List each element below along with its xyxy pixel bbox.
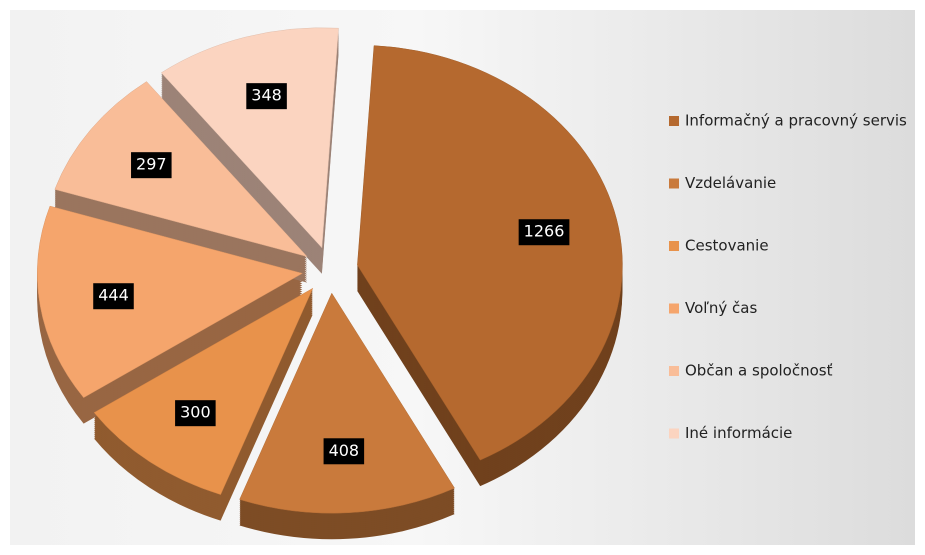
data-label-box (518, 219, 570, 246)
legend-swatch (669, 428, 679, 439)
pie: 1266 408 300 444 297 348 (37, 27, 623, 540)
slice (54, 81, 308, 258)
data-label-box (323, 438, 365, 465)
legend-swatch (669, 241, 679, 251)
slice (93, 287, 314, 495)
legend-label: Vzdelávanie (685, 174, 776, 192)
data-label: 297 (136, 155, 167, 174)
legend-swatch (669, 116, 679, 126)
legend-label: Informačný a pracovný servis (685, 112, 907, 130)
data-label-box (175, 400, 216, 427)
data-label: 300 (180, 403, 211, 422)
data-label: 444 (98, 286, 129, 305)
data-label-box (93, 283, 134, 310)
legend-label: Cestovanie (685, 237, 769, 255)
legend-swatch (669, 178, 679, 189)
legend-label: Iné informácie (685, 424, 792, 442)
slice (239, 292, 455, 514)
data-label: 348 (251, 86, 282, 105)
legend: Informačný a pracovný servis Vzdelávanie C… (669, 112, 907, 442)
data-label-box (131, 152, 172, 179)
legend-swatch (669, 303, 679, 314)
legend-label: Voľný čas (685, 299, 757, 317)
data-label: 408 (329, 441, 360, 460)
legend-swatch (669, 366, 679, 376)
slice (357, 45, 623, 461)
data-label-box (246, 83, 287, 110)
data-label: 1266 (524, 222, 565, 241)
slice (37, 205, 303, 398)
slice (160, 27, 339, 249)
legend-label: Občan a spoločnosť (685, 362, 833, 380)
